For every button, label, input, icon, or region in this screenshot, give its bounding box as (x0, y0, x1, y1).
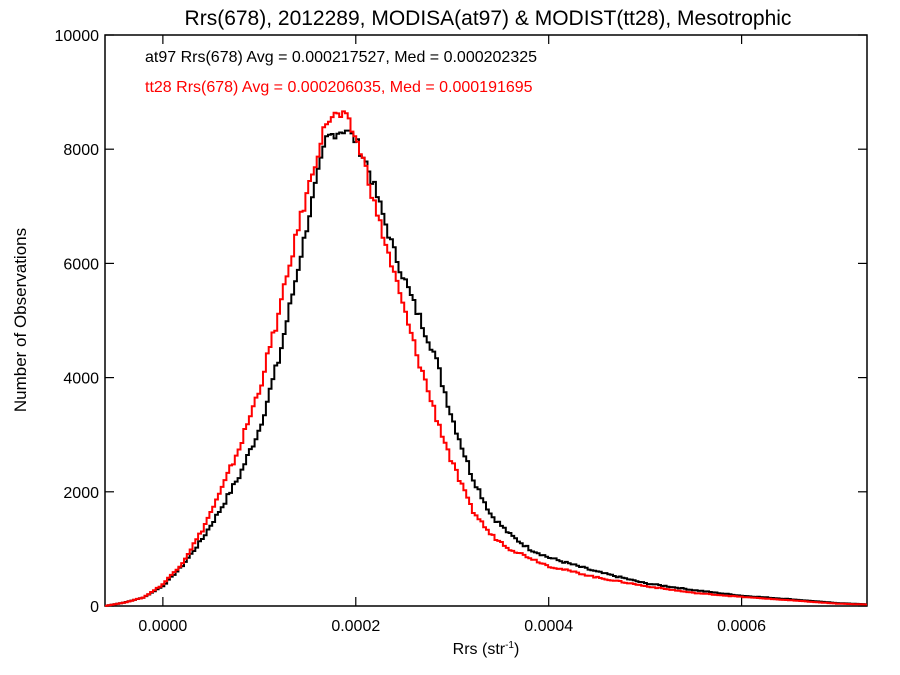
x-axis-label-superscript: -1 (505, 640, 514, 651)
series-group (105, 110, 867, 607)
legend-entry-black: at97 Rrs(678) Avg = 0.000217527, Med = 0… (145, 49, 537, 66)
chart-title: Rrs(678), 2012289, MODISA(at97) & MODIST… (185, 7, 792, 30)
x-tick-label: 0.0004 (524, 618, 573, 635)
x-tick-label: 0.0006 (717, 618, 766, 635)
x-axis: 0.0000 0.0002 0.0004 0.0006 (138, 35, 766, 635)
legend-entry-red: tt28 Rrs(678) Avg = 0.000206035, Med = 0… (145, 79, 533, 96)
x-axis-label-close: ) (514, 641, 519, 658)
y-tick-label: 0 (90, 599, 99, 616)
plot-frame (104, 34, 868, 607)
x-tick-label: 0.0002 (331, 618, 380, 635)
y-tick-label: 8000 (63, 142, 99, 159)
y-axis: 0 2000 4000 6000 8000 10000 (55, 28, 867, 616)
x-axis-label-main: Rrs (str (453, 641, 506, 658)
series-line-0 (105, 129, 867, 607)
y-tick-label: 10000 (55, 28, 100, 45)
series-line-1 (105, 110, 867, 607)
y-tick-label: 2000 (63, 485, 99, 502)
x-axis-label: Rrs (str-1) (453, 640, 520, 658)
y-tick-label: 6000 (63, 256, 99, 273)
y-tick-label: 4000 (63, 371, 99, 388)
x-tick-label: 0.0000 (138, 618, 187, 635)
y-axis-label: Number of Observations (11, 228, 30, 412)
